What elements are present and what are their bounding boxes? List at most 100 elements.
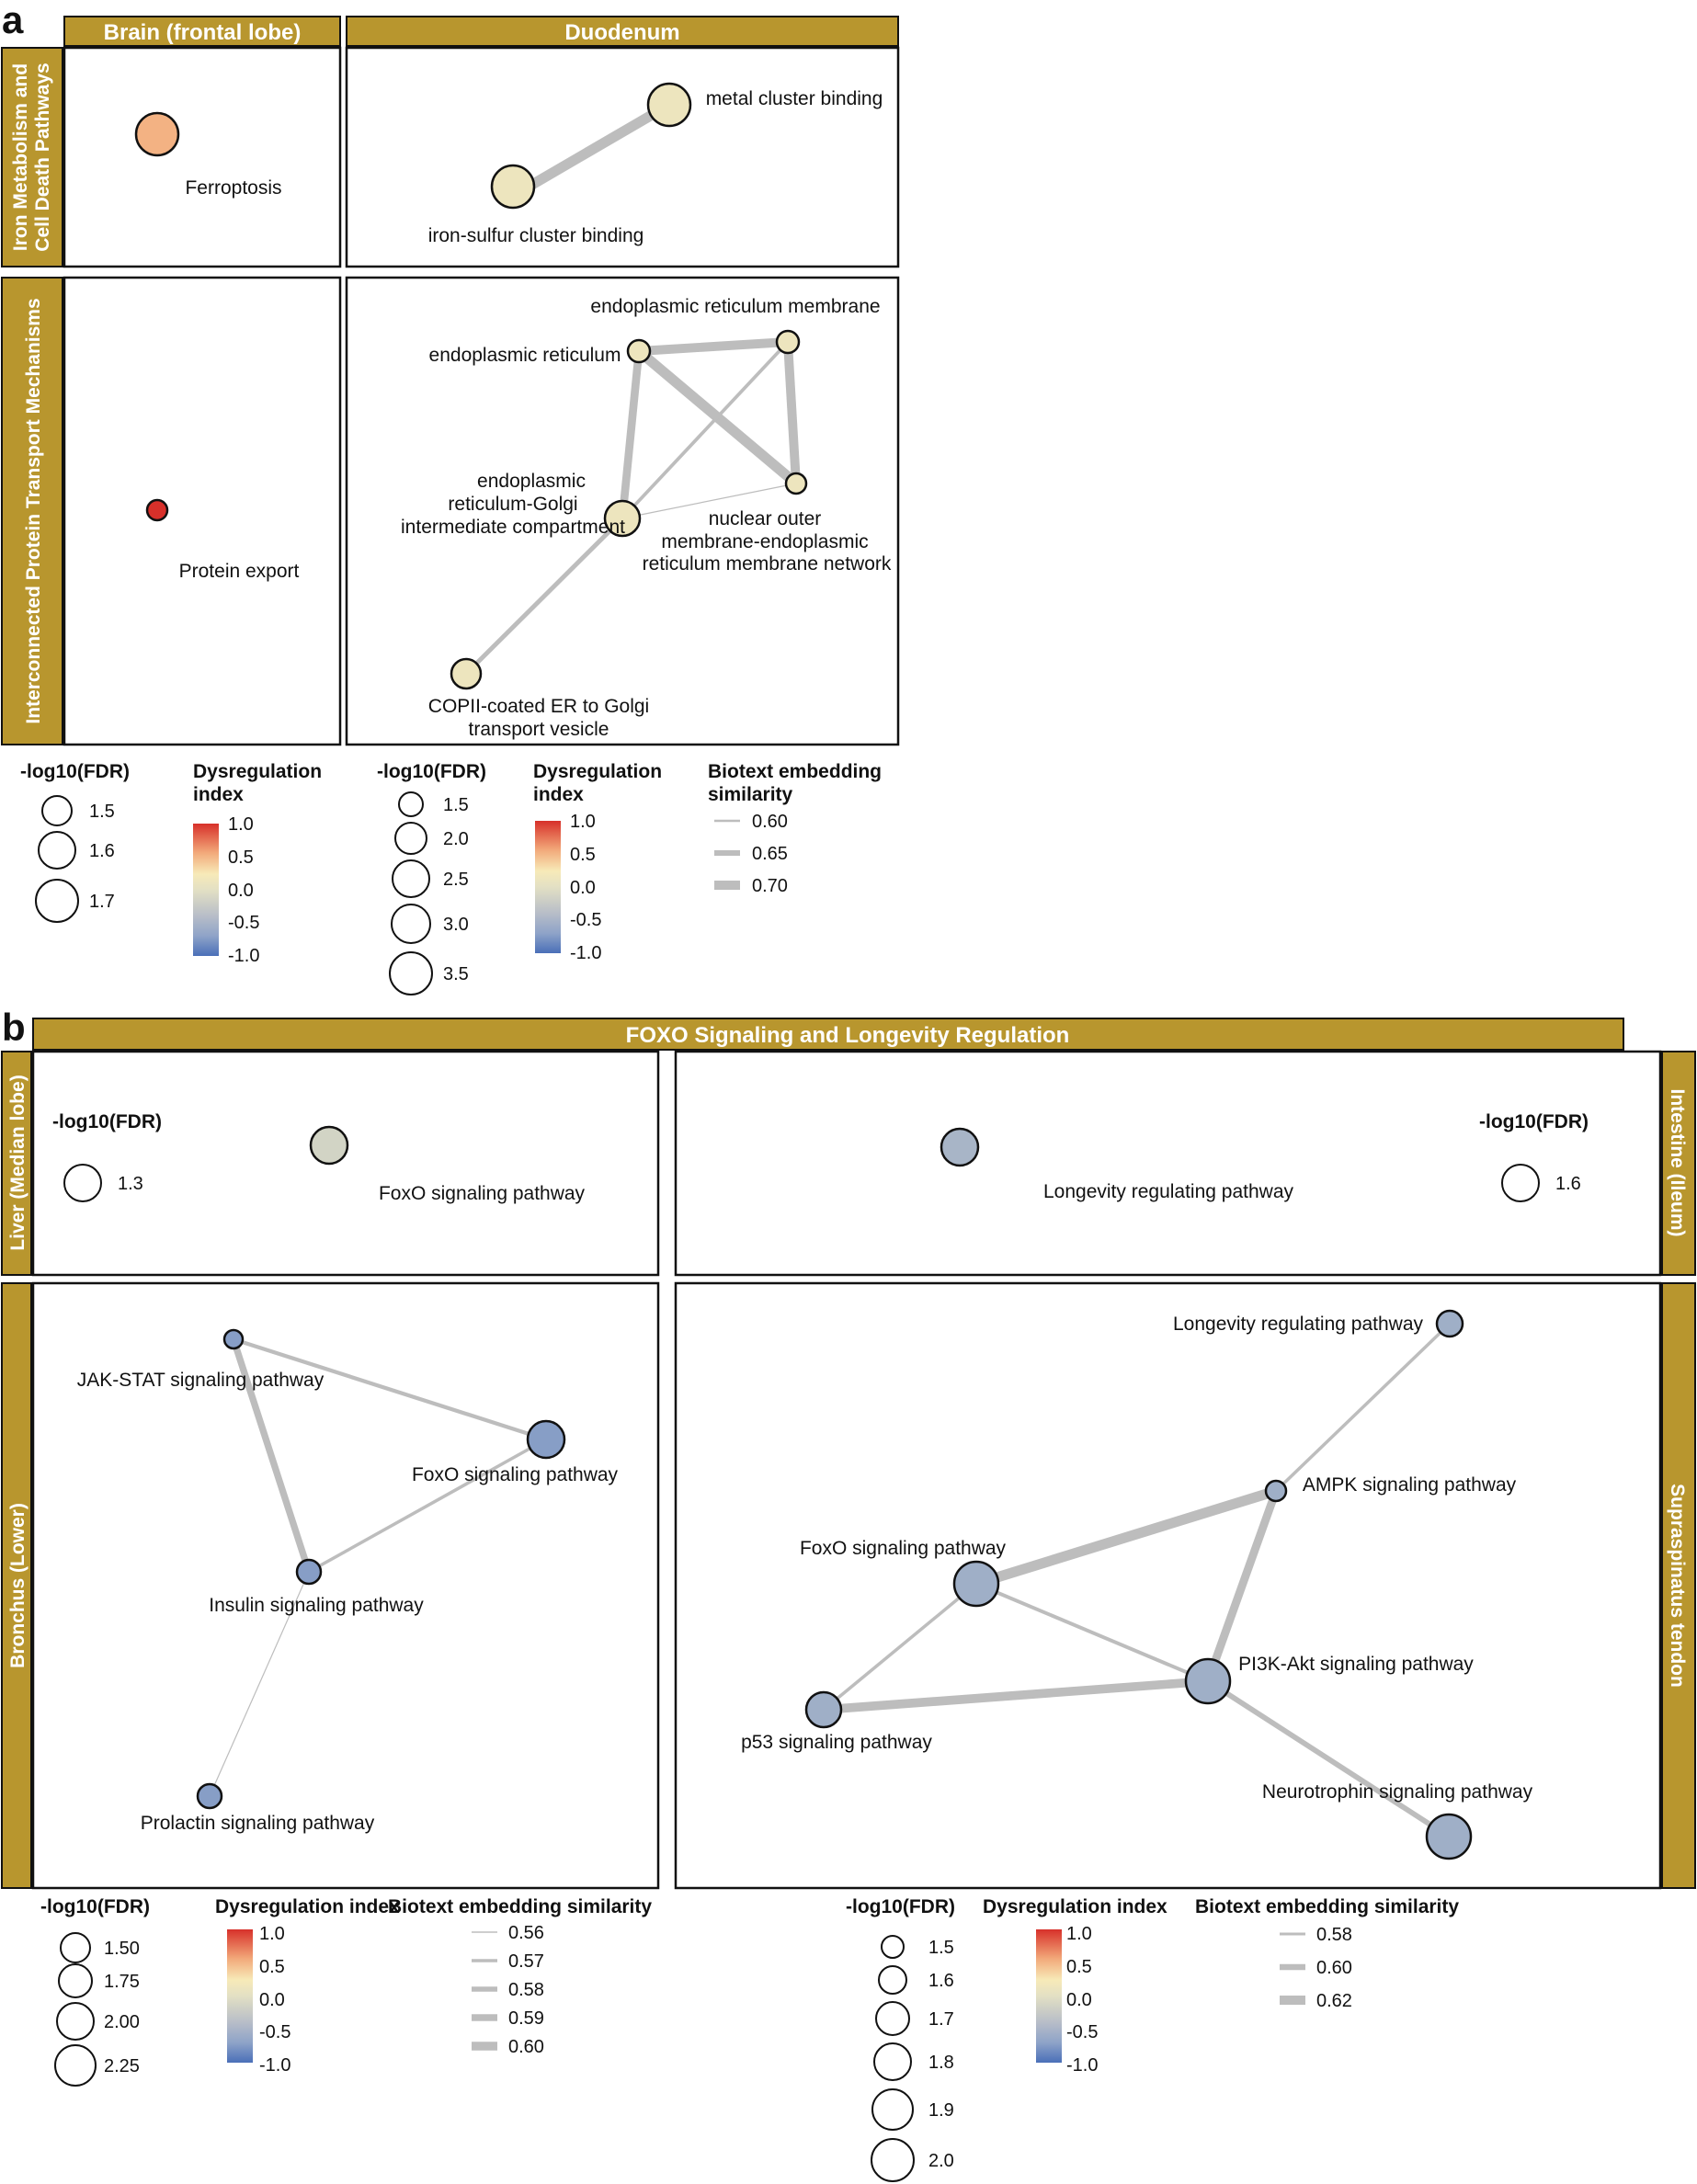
label-nuclear-1: nuclear outer [709,508,822,529]
a-legend2-fdr-2: 2.0 [443,829,469,849]
b-right-header-tendon: Supraspinatus tendon [1667,1484,1688,1688]
a-legend2-di-t4: -0.5 [570,910,601,930]
b-panel-ileum [674,1050,1662,1277]
b-legend2-fdr-6: 2.0 [928,2151,954,2171]
b-legend2-sim-2: 0.60 [1316,1958,1352,1978]
node-er-membrane [775,329,801,355]
b-legend2-di-t3: 0.0 [1066,1990,1092,2010]
b-panel-bronchus [31,1281,660,1890]
b-legend1-sim-1: 0.56 [508,1923,544,1943]
b-left-header-liver: Liver (Median lobe) [7,1075,28,1250]
label-p53: p53 signaling pathway [741,1732,932,1753]
label-nuclear-2: membrane-endoplasmic [661,531,868,552]
edge-p53-pi3k [823,1677,1209,1714]
label-ergic-1: endoplasmic [477,471,586,492]
label-tendon-foxo: FoxO signaling pathway [800,1538,1007,1559]
node-ampk [1264,1479,1288,1503]
node-copii-vesicle [450,657,483,690]
a-legend1-fdr-circle-1 [41,795,73,826]
edge-erm-ergic [621,340,790,520]
b-legend2-fdr-3: 1.7 [928,2009,954,2030]
b-inset-ileum-item: 1.6 [1555,1174,1581,1194]
a-row-strip-transport [1,277,63,745]
b-legend2-fdr-circle-6 [871,2138,915,2182]
a-legend2-fdr-circle-1 [398,791,424,817]
b-legend1-fdr-circle-1 [60,1932,91,1963]
a-legend2-fdr-circle-2 [394,822,427,855]
edge-jak-insulin [230,1337,313,1574]
label-pi3k-akt: PI3K-Akt signaling pathway [1238,1654,1474,1675]
edge-er-erm [638,337,789,356]
edge-ampk-pi3k [1203,1489,1281,1683]
a-legend1-di-t1: 1.0 [228,814,254,835]
a-legend2-sim-title-1: Biotext embedding [708,761,882,782]
a-legend1-fdr-1: 1.5 [89,802,115,822]
b-panel-liver [31,1050,660,1277]
label-ferroptosis: Ferroptosis [185,177,281,199]
a-panel-duodenum-iron [345,46,900,268]
b-legend2-fdr-5: 1.9 [928,2100,954,2121]
a-legend2-sim-1: 0.60 [752,812,788,832]
label-insulin: Insulin signaling pathway [209,1595,424,1616]
a-legend2-di-t1: 1.0 [570,812,596,832]
node-metal-cluster-binding [646,82,692,128]
node-tendon-longevity [1435,1309,1464,1338]
a-legend1-di-t3: 0.0 [228,881,254,901]
b-panel-tendon [674,1281,1662,1890]
a-legend1-di-t5: -1.0 [228,946,259,966]
b-legend1-sim-3: 0.58 [508,1980,544,2000]
a-legend2-fdr-1: 1.5 [443,795,469,815]
b-legend2-di-t4: -0.5 [1066,2022,1098,2042]
b-legend1-di-t4: -0.5 [259,2022,290,2042]
edge-foxo-pi3k [975,1582,1209,1683]
a-col-strip-duodenum [346,16,899,47]
a-row-header-iron-1: Iron Metabolism and [10,63,31,251]
b-legend1-fdr-circle-4 [54,2044,97,2087]
a-legend1-di-title-2: index [193,784,244,805]
b-legend2-fdr-circle-5 [871,2088,914,2131]
label-copii-1: COPII-coated ER to Golgi [428,696,649,717]
a-legend2-fdr-circle-3 [392,859,430,898]
label-neurotrophin: Neurotrophin signaling pathway [1262,1781,1533,1803]
edge-longevity-ampk [1274,1322,1452,1493]
b-top-strip [32,1018,1624,1051]
label-ileum-longevity: Longevity regulating pathway [1043,1181,1294,1202]
a-col-header-duodenum: Duodenum [564,20,679,45]
node-insulin [295,1558,323,1586]
a-legend2-fdr-title: -log10(FDR) [377,761,486,782]
b-legend2-di-t2: 0.5 [1066,1957,1092,1977]
a-legend1-di-t2: 0.5 [228,847,254,868]
b-legend1-di-t3: 0.0 [259,1990,285,2010]
b-legend1-fdr-3: 2.00 [104,2012,140,2032]
a-legend2-di-t2: 0.5 [570,845,596,865]
label-iron-sulfur-cluster-binding: iron-sulfur cluster binding [428,225,644,246]
b-legend2-fdr-circle-2 [878,1965,907,1995]
a-panel-brain-iron [63,46,342,268]
edge-foxo-p53 [822,1582,978,1712]
b-legend2-sim-3: 0.62 [1316,1991,1352,2011]
edge-erm-nuclear [783,341,801,484]
edge-metal-ironsulfur [510,100,672,200]
b-legend1-sim-5: 0.60 [508,2037,544,2057]
node-er-golgi-intermediate [603,499,642,538]
b-right-strip-ileum [1661,1051,1696,1276]
a-legend2-di-t5: -1.0 [570,943,601,963]
b-legend1-di-title: Dysregulation index [215,1896,400,1917]
b-legend2-di-t5: -1.0 [1066,2055,1098,2076]
b-inset-liver-item: 1.3 [118,1174,143,1194]
b-legend2-di-title: Dysregulation index [983,1896,1167,1917]
b-top-header: FOXO Signaling and Longevity Regulation [626,1023,1070,1048]
edge-ampk-foxo [974,1485,1278,1589]
b-legend1-fdr-1: 1.50 [104,1939,140,1959]
b-inset-liver-circle [63,1164,102,1202]
a-legend2-fdr-3: 2.5 [443,870,469,890]
node-neurotrophin [1425,1813,1473,1860]
b-legend1-di-t1: 1.0 [259,1924,285,1944]
a-legend2-fdr-circle-5 [389,951,433,995]
b-legend2-di-colorbar [1036,1929,1062,2063]
a-legend2-sim-3: 0.70 [752,876,788,896]
a-legend2-fdr-4: 3.0 [443,915,469,935]
edge-pi3k-neurotrophin [1206,1678,1451,1839]
b-legend2-fdr-2: 1.6 [928,1971,954,1991]
a-legend2-sim-title-2: similarity [708,784,793,805]
